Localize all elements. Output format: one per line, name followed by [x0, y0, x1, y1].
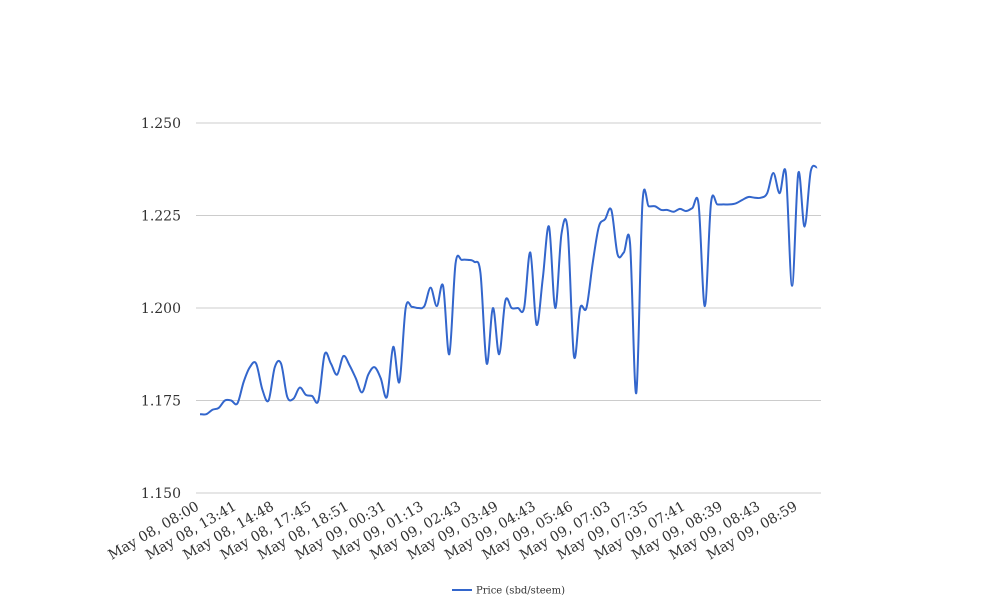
y-axis-tick-labels: 1.150 1.175 1.200 1.225 1.250 [141, 116, 181, 502]
series-group [199, 164, 818, 416]
y-tick-label: 1.175 [141, 394, 181, 410]
y-tick-label: 1.150 [141, 486, 181, 502]
gridlines [196, 122, 821, 494]
legend-label-price: Price (sbd/steem) [476, 586, 565, 597]
y-tick-label: 1.250 [141, 116, 181, 132]
y-tick-label: 1.225 [141, 209, 181, 225]
series-line-price [199, 164, 818, 416]
y-tick-label: 1.200 [141, 301, 181, 317]
legend: Price (sbd/steem) [452, 586, 565, 597]
